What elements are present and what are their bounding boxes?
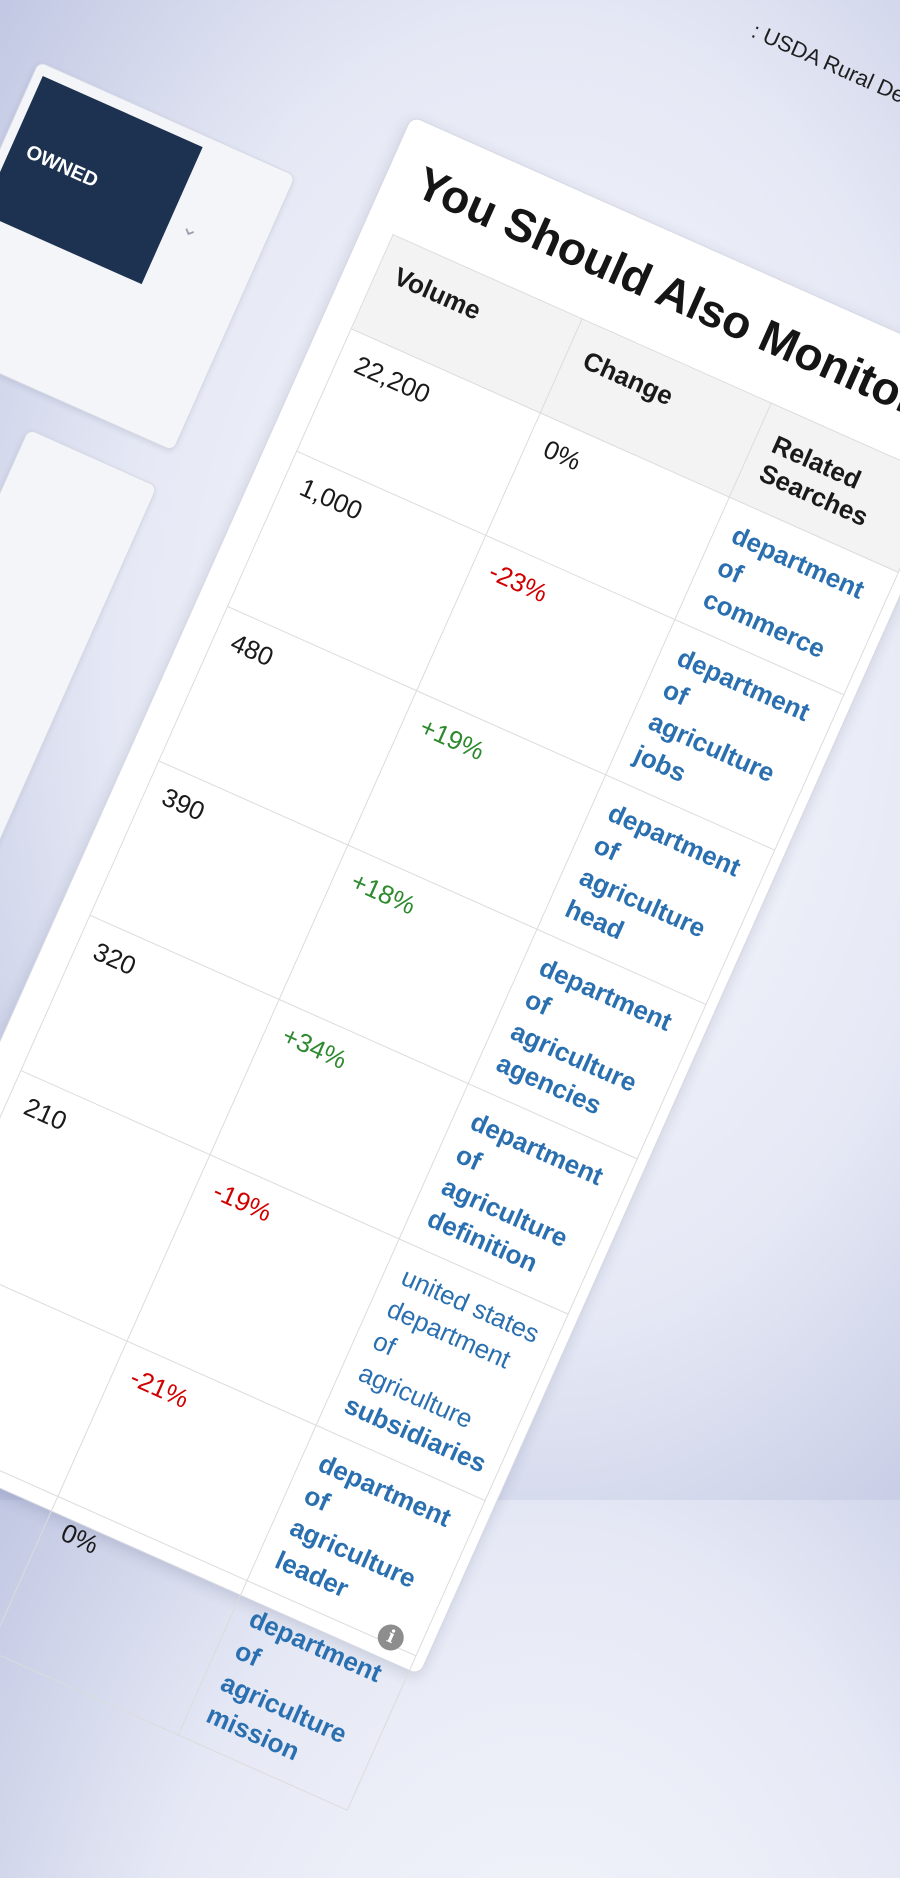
owned-label: OWNED bbox=[22, 140, 102, 192]
header-partial-text: : USDA Rural Development, Far bbox=[748, 17, 900, 168]
rotated-screen: : USDA Rural Development, Far OWNED ⌄ Yo… bbox=[0, 18, 900, 1811]
monitor-table: Volume Change Related Searches 22,200 0% d… bbox=[0, 234, 900, 1811]
